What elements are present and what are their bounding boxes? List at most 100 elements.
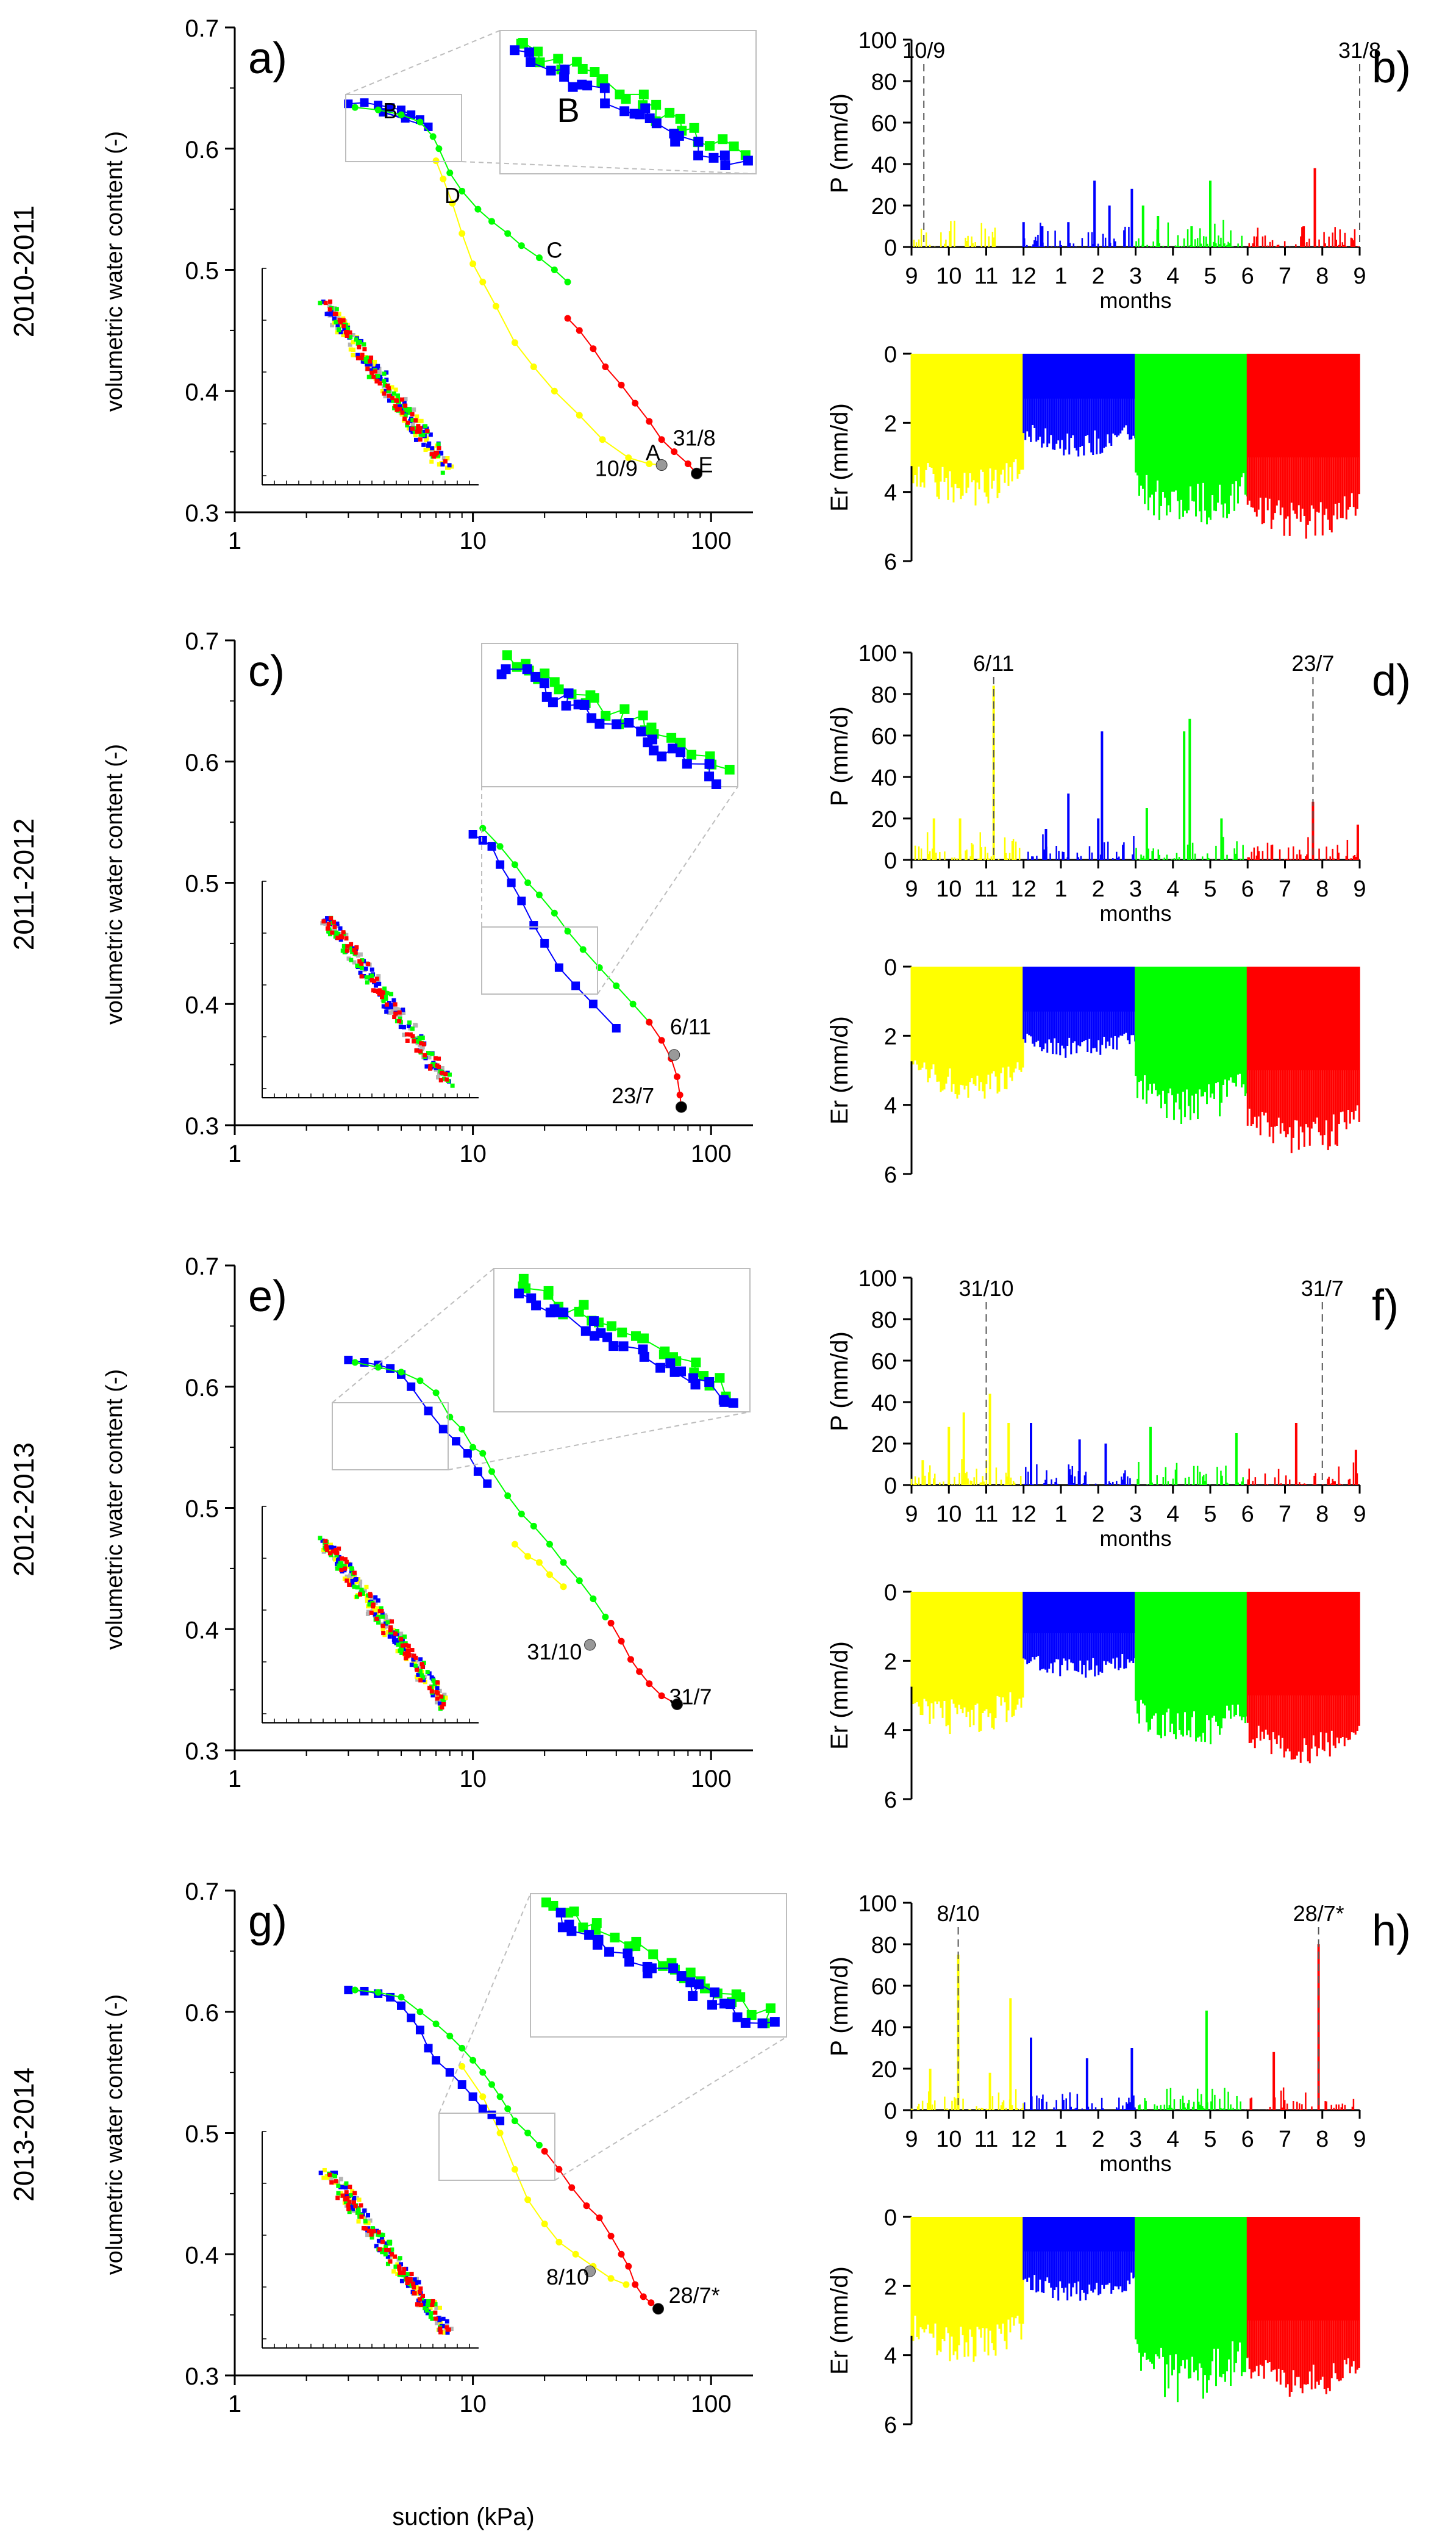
series-line [473,834,617,1029]
inset-point [365,980,369,985]
data-point [469,2056,477,2064]
inset-point [354,1594,359,1599]
inset-point [354,1577,359,1582]
inset-point [420,1036,425,1040]
data-point [398,111,405,118]
y-tick-label: 0.7 [185,1253,219,1280]
inset-point [405,420,410,425]
month-tick-label: 9 [1353,2127,1366,2152]
inset-point [333,2174,338,2178]
data-point [568,2184,576,2191]
event-marker [671,1698,683,1710]
scatter-panel: 0.3 0.4 0.5 0.6 0.7 1 10 100 volumetric water co… [8,628,753,1167]
data-point [555,2238,563,2246]
x-axis-label: suction (kPa) [392,2504,534,2530]
data-point [612,1024,621,1033]
inset-point [428,2314,433,2319]
inset-point [436,442,441,447]
data-point [479,2093,487,2100]
inset-point [413,426,418,431]
year-label: 2011-2012 [8,818,40,951]
inset-point [427,2303,432,2308]
inset-point [387,1001,391,1006]
inset-point [430,1051,435,1056]
data-point [535,2141,543,2149]
inset-point [419,1047,424,1051]
data-point [541,2221,548,2228]
data-point [524,1553,532,1560]
inset-point [369,2232,374,2237]
inset-point [341,930,346,935]
inset-point [376,2230,381,2235]
data-point [530,1522,537,1530]
inset-point [392,1015,397,1020]
inset-point [384,2247,389,2252]
data-point [479,278,487,285]
x-tick-label: 100 [691,528,732,554]
month-tick-label: 5 [1204,1501,1216,1527]
inset-point [355,356,360,360]
inset-point [348,330,352,335]
inset-point [403,413,408,418]
data-point [540,939,549,948]
series-line [461,2066,627,2285]
y-axis-label: volumetric water content (-) [102,1994,127,2275]
inset-point [422,2303,427,2308]
zoom-source [438,2113,555,2181]
inset-point [376,974,381,979]
data-point [478,2104,487,2113]
inset-point [440,462,445,467]
inset-point [375,1606,380,1611]
month-tick-label: 11 [974,2127,998,2152]
p-y-tick-label: 60 [871,1974,897,2000]
inset-point [438,2305,443,2310]
event-line-label: 31/10 [958,1276,1013,1301]
month-tick-label: 6 [1241,263,1254,289]
data-point [583,2202,590,2210]
data-point [546,1541,553,1548]
panel-label: b) [1372,43,1411,92]
p-y-tick-label: 60 [871,1349,897,1375]
y-axis-label: volumetric water content (-) [102,744,127,1025]
inset-point [379,2235,384,2240]
inset-point [368,1593,373,1598]
series-line [355,1362,606,1617]
month-tick-label: 7 [1279,2127,1291,2152]
inset-point [344,330,349,335]
inset-point [330,323,335,327]
inset-point [321,299,326,304]
inset-point [330,2171,335,2175]
inset-point [380,2239,385,2244]
data-point [618,2250,625,2258]
inset-point [380,995,385,1000]
p-y-tick-label: 100 [858,641,897,667]
inset-point [419,1673,424,1678]
panel-label: g) [248,1897,287,1946]
data-point [646,1680,653,1688]
data-point [459,187,466,195]
data-point [618,1637,625,1645]
data-point [468,830,477,839]
inset-point [365,367,370,371]
inset-point [418,1678,423,1683]
x-tick-label: 1 [228,528,241,554]
p-y-tick-label: 40 [871,152,897,178]
inset-point [417,1036,422,1040]
inset-point [367,1602,372,1607]
inset-point [321,919,326,924]
inset-point [391,2269,396,2274]
inset-point [368,1600,373,1605]
data-point [432,1389,440,1397]
data-point [496,2093,504,2100]
data-point [398,1994,405,2001]
inset-point [438,2330,443,2335]
inset-point [338,2177,343,2181]
month-tick-label: 9 [905,876,918,902]
er-y-tick-label: 6 [884,549,897,575]
x-tick-label: 100 [691,1140,732,1167]
data-point [518,242,525,249]
inset-point [365,356,370,360]
inset-point [385,2254,390,2259]
y-tick-label: 0.4 [185,1617,219,1644]
